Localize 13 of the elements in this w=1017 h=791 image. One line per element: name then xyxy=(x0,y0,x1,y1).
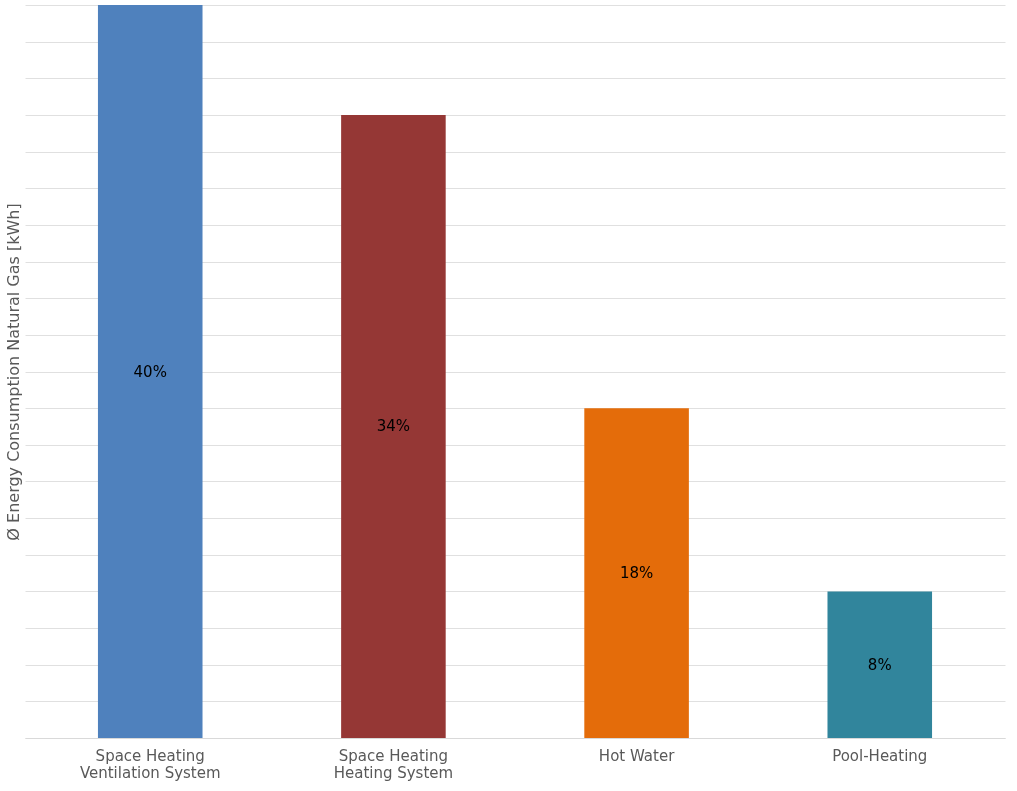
data-label: 34% xyxy=(376,417,411,436)
data-label: 8% xyxy=(867,655,892,674)
bar xyxy=(97,5,203,738)
bar xyxy=(584,408,689,738)
x-tick-label: Space Heating Ventilation System xyxy=(79,746,221,782)
bar xyxy=(341,114,446,738)
bar xyxy=(827,591,933,738)
x-tick-label: Space Heating Heating System xyxy=(333,746,454,782)
x-tick-label: Pool-Heating xyxy=(832,746,928,765)
y-axis-title: Ø Energy Consumption Natural Gas [kWh] xyxy=(3,203,23,541)
data-label: 40% xyxy=(133,362,167,381)
x-tick-label: Hot Water xyxy=(598,746,676,765)
data-label: 18% xyxy=(619,564,654,583)
